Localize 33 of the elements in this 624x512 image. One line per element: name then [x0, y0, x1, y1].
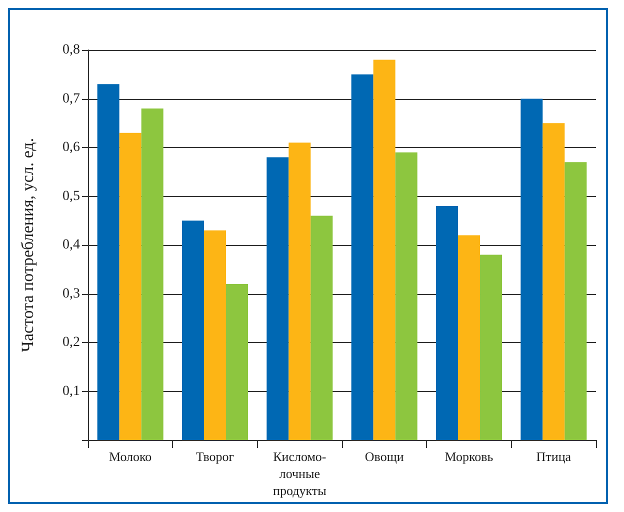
bar [182, 220, 204, 440]
x-tick-label: Птица [536, 449, 572, 464]
bar [266, 157, 289, 440]
bar [458, 235, 480, 440]
bar [351, 74, 374, 440]
y-tick-label: 0,7 [62, 91, 80, 106]
y-tick-label: 0,5 [62, 188, 80, 204]
x-tick-label: Молоко [108, 449, 152, 464]
y-axis-title: Частота потребления, усл. ед. [18, 138, 37, 352]
x-tick-label: Творог [196, 449, 234, 464]
bar [480, 254, 502, 440]
bar [226, 284, 248, 440]
bar [520, 98, 543, 440]
y-tick-label: 0,8 [62, 42, 80, 58]
y-tick-label: 0,3 [62, 286, 80, 302]
bar [97, 84, 120, 440]
bar [141, 108, 164, 440]
y-tick-label: 0,6 [62, 140, 80, 155]
bar [204, 230, 226, 440]
bar [395, 152, 418, 440]
bar [564, 162, 587, 440]
y-tick-label: 0,2 [62, 335, 80, 350]
bar [436, 206, 458, 440]
x-tick-label: Кисломо- лочные продукты [273, 449, 327, 498]
y-tick-label: 0,1 [62, 384, 80, 399]
bar [288, 142, 311, 440]
bar [119, 132, 142, 440]
bar [373, 60, 396, 440]
y-tick-label: 0,4 [62, 238, 80, 252]
x-tick-label: Овощи [364, 449, 404, 464]
x-tick-label: Морковь [444, 449, 494, 464]
bar [310, 216, 333, 440]
bar [542, 123, 565, 440]
